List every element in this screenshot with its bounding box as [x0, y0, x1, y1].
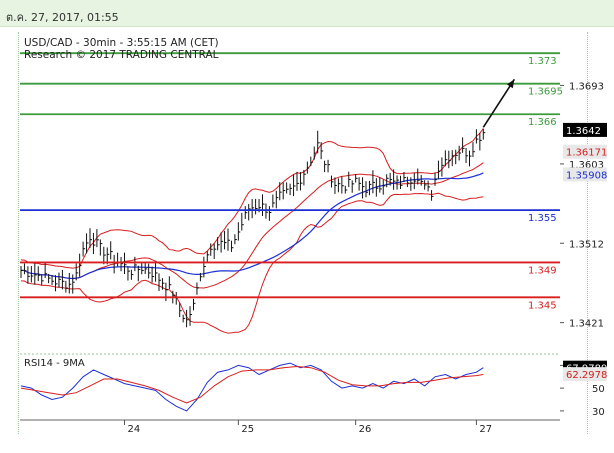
- level-label: 1.366: [528, 117, 557, 128]
- rsi-title: RSI14 - 9MA: [24, 358, 85, 369]
- top-bar: ต.ค. 27, 2017, 01:55: [0, 0, 614, 27]
- chart-frame: [18, 32, 588, 434]
- bollinger-upper-band: [20, 128, 484, 269]
- x-tick-label: 24: [128, 424, 141, 435]
- level-label: 1.355: [528, 213, 557, 224]
- forecast-arrow-head: [506, 79, 515, 89]
- level-label: 1.345: [528, 300, 557, 311]
- price-tag-label: 1.35908: [566, 170, 607, 181]
- price-tag-label: 1.3642: [566, 126, 601, 137]
- rsi-value-tag: [563, 367, 607, 382]
- moving-average-line: [20, 172, 484, 280]
- y-tick-label: 1.3421: [569, 319, 604, 330]
- level-label: 1.3695: [528, 87, 563, 98]
- rsi-value-tag-label: 62.2978: [566, 370, 607, 381]
- rsi-series-line: [20, 362, 484, 412]
- y-tick-label: 1.3512: [569, 239, 604, 250]
- x-tick-label: 27: [479, 424, 492, 435]
- forecast-arrow-shaft: [482, 78, 516, 128]
- x-tick-label: 26: [359, 424, 372, 435]
- datetime-label: ต.ค. 27, 2017, 01:55: [6, 11, 119, 24]
- price-tag: [563, 122, 607, 137]
- rsi-y-tick-label: 30: [592, 407, 605, 418]
- bollinger-lower-band: [20, 192, 484, 334]
- chart-subtitle: Research © 2017 TRADING CENTRAL: [24, 49, 219, 61]
- rsi-series-line: [20, 365, 484, 404]
- y-tick-label: 1.3603: [569, 160, 604, 171]
- level-label: 1.349: [528, 265, 557, 276]
- price-tag-label: 1.36171: [566, 148, 607, 159]
- y-tick-label: 1.3693: [569, 81, 604, 92]
- price-tag: [563, 167, 607, 182]
- rsi-y-tick-label: 50: [592, 384, 605, 395]
- price-tag: [563, 144, 607, 159]
- chart-title: USD/CAD - 30min - 3:55:15 AM (CET): [24, 37, 219, 49]
- level-label: 1.373: [528, 56, 557, 67]
- x-tick-label: 25: [241, 424, 254, 435]
